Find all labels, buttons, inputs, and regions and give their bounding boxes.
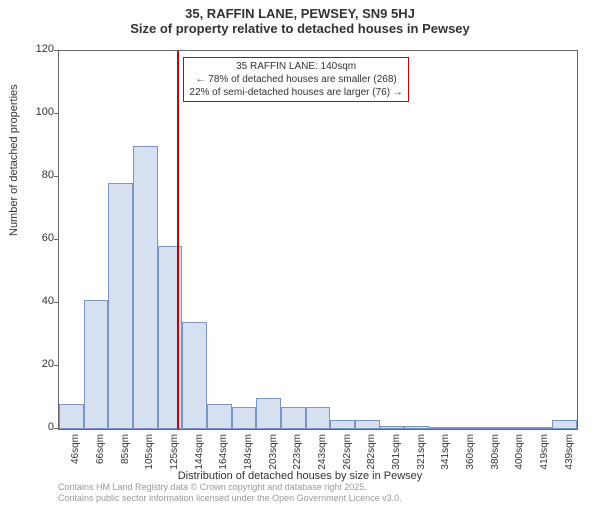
annotation-line: 22% of semi-detached houses are larger (… <box>189 86 402 99</box>
histogram-bar <box>232 407 257 429</box>
y-tick-mark <box>54 302 58 303</box>
x-tick-label: 321sqm <box>416 434 427 484</box>
x-tick-label: 85sqm <box>120 434 131 484</box>
annotation-line: 35 RAFFIN LANE: 140sqm <box>189 60 402 73</box>
histogram-bar <box>207 404 232 429</box>
chart-title-main: 35, RAFFIN LANE, PEWSEY, SN9 5HJ <box>0 6 600 21</box>
x-tick-label: 301sqm <box>391 434 402 484</box>
x-tick-label: 66sqm <box>95 434 106 484</box>
histogram-bar <box>330 420 355 429</box>
chart-plot-area: 35 RAFFIN LANE: 140sqm← 78% of detached … <box>58 50 578 430</box>
x-tick-label: 46sqm <box>70 434 81 484</box>
x-tick-label: 439sqm <box>564 434 575 484</box>
license-line: Contains public sector information licen… <box>58 493 402 504</box>
histogram-bar <box>454 427 479 429</box>
y-tick-label: 60 <box>30 232 54 244</box>
y-tick-mark <box>54 239 58 240</box>
y-tick-mark <box>54 428 58 429</box>
license-text: Contains HM Land Registry data © Crown c… <box>58 482 402 504</box>
histogram-bar <box>503 427 528 429</box>
histogram-bar <box>84 300 109 429</box>
x-tick-label: 243sqm <box>317 434 328 484</box>
y-tick-mark <box>54 113 58 114</box>
x-tick-label: 380sqm <box>490 434 501 484</box>
annotation-box: 35 RAFFIN LANE: 140sqm← 78% of detached … <box>183 57 408 102</box>
x-tick-label: 203sqm <box>268 434 279 484</box>
histogram-bar <box>528 427 553 429</box>
x-tick-label: 223sqm <box>292 434 303 484</box>
x-tick-label: 125sqm <box>169 434 180 484</box>
y-tick-label: 120 <box>30 43 54 55</box>
x-tick-label: 341sqm <box>440 434 451 484</box>
x-tick-label: 184sqm <box>243 434 254 484</box>
y-tick-mark <box>54 176 58 177</box>
x-tick-label: 282sqm <box>366 434 377 484</box>
chart-title-sub: Size of property relative to detached ho… <box>0 21 600 36</box>
x-tick-label: 105sqm <box>144 434 155 484</box>
x-tick-label: 164sqm <box>218 434 229 484</box>
histogram-bar <box>380 426 405 429</box>
property-marker-line <box>177 51 179 429</box>
y-tick-label: 80 <box>30 169 54 181</box>
x-tick-label: 262sqm <box>342 434 353 484</box>
histogram-bar <box>256 398 281 430</box>
y-tick-label: 100 <box>30 106 54 118</box>
license-line: Contains HM Land Registry data © Crown c… <box>58 482 402 493</box>
y-tick-mark <box>54 50 58 51</box>
histogram-bar <box>478 427 503 429</box>
x-tick-label: 419sqm <box>539 434 550 484</box>
histogram-bar <box>355 420 380 429</box>
annotation-line: ← 78% of detached houses are smaller (26… <box>189 73 402 86</box>
x-tick-label: 360sqm <box>465 434 476 484</box>
histogram-bar <box>552 420 577 429</box>
histogram-bar <box>133 146 158 430</box>
histogram-bar <box>281 407 306 429</box>
histogram-bar <box>182 322 207 429</box>
y-tick-mark <box>54 365 58 366</box>
y-tick-label: 40 <box>30 295 54 307</box>
histogram-bar <box>59 404 84 429</box>
histogram-bar <box>429 427 454 429</box>
histogram-bar <box>108 183 133 429</box>
y-tick-label: 20 <box>30 358 54 370</box>
x-tick-label: 400sqm <box>514 434 525 484</box>
histogram-bar <box>404 426 429 429</box>
y-tick-label: 0 <box>30 421 54 433</box>
y-axis-label: Number of detached properties <box>8 84 20 236</box>
histogram-bar <box>306 407 331 429</box>
x-tick-label: 144sqm <box>194 434 205 484</box>
